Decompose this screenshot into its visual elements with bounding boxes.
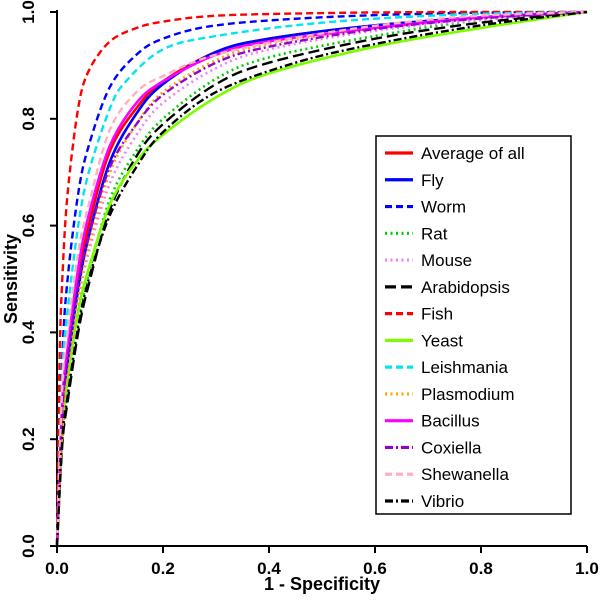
series-line-coxiella [55,10,588,547]
legend-label-bacillus: Bacillus [421,412,480,431]
x-tick-label: 0.4 [257,559,281,578]
legend-label-average-of-all: Average of all [421,144,525,163]
y-tick-label: 1.0 [19,0,38,24]
legend-label-plasmodium: Plasmodium [421,385,515,404]
x-tick-label: 0.8 [469,559,493,578]
axes: 0.0 0.2 0.4 0.6 0.8 1.0 0.0 0.2 0.4 0.6 0.8 1.0 [19,0,599,578]
y-tick-label: 0.8 [19,107,38,131]
x-tick-label: 0.2 [151,559,175,578]
y-axis-label: Sensitivity [1,234,21,324]
legend-label-arabidopsis: Arabidopsis [421,278,510,297]
legend: Average of all Fly Worm Rat Mouse Arabidopsis… [375,135,572,515]
legend-label-coxiella: Coxiella [421,438,482,457]
legend-label-yeast: Yeast [421,331,463,350]
x-tick-label: 0.6 [363,559,387,578]
series-line-vibrio [55,10,588,547]
series-line-fish [55,10,588,547]
x-tick-label: 1.0 [575,559,599,578]
y-tick-label: 0.2 [19,427,38,451]
legend-label-leishmania: Leishmania [421,358,508,377]
y-tick-label: 0.6 [19,214,38,238]
series-line-leishmania [55,10,588,547]
legend-box [375,135,572,515]
legend-label-shewanella: Shewanella [421,465,509,484]
y-tick-label: 0.0 [19,534,38,558]
legend-label-fly: Fly [421,171,444,190]
legend-label-vibrio: Vibrio [421,492,464,511]
legend-label-rat: Rat [421,224,448,243]
legend-label-fish: Fish [421,305,453,324]
x-axis-label: 1 - Specificity [264,574,380,594]
legend-label-mouse: Mouse [421,251,472,270]
y-tick-label: 0.4 [19,320,38,344]
series-line-worm [55,10,588,547]
x-tick-label: 0.0 [45,559,69,578]
series-line-shewanella [55,10,588,547]
series-lines [55,10,588,547]
legend-label-worm: Worm [421,198,466,217]
